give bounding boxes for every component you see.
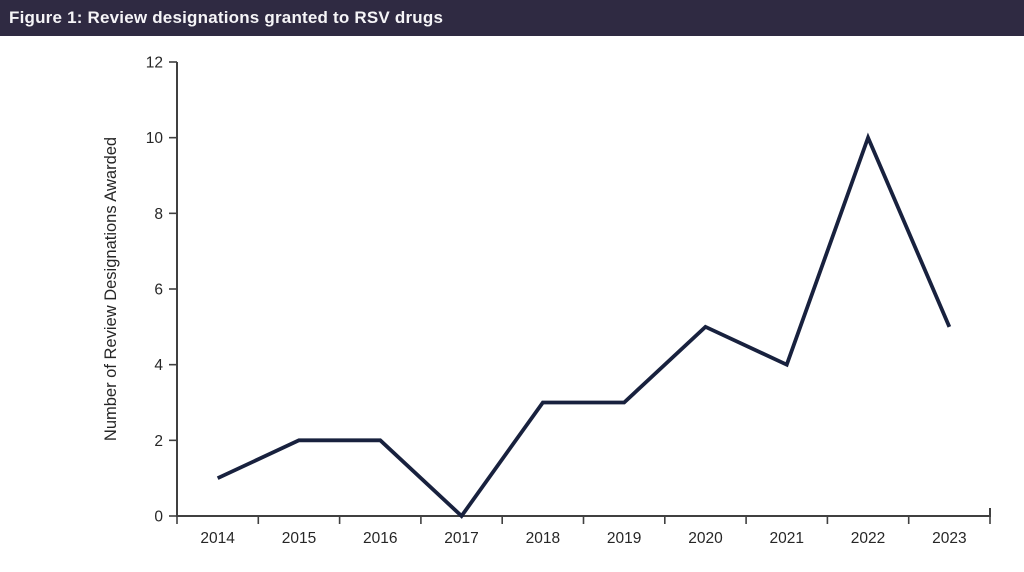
y-axis-tick-label: 8 [154,206,163,223]
x-axis-tick-label: 2018 [526,530,560,547]
x-axis-tick-label: 2014 [200,530,235,547]
x-axis-tick-label: 2017 [444,530,478,547]
y-axis-tick-label: 10 [146,130,164,147]
y-axis-tick-label: 2 [154,433,163,450]
data-series-line [216,132,952,519]
y-axis-tick-label: 0 [154,509,163,526]
x-axis-tick-label: 2021 [770,530,804,547]
y-axis-tick-label: 4 [154,357,163,374]
line-chart: 0 2 4 6 8 10 12 2014 2015 2016 2017 2018 2019 2020 202… [0,36,1024,572]
y-axis-title: Number of Review Designations Awarded [102,137,120,441]
x-axis-tick-label: 2016 [363,530,397,547]
y-axis-tick-label: 6 [154,282,163,299]
figure-title: Figure 1: Review designations granted to… [9,8,444,27]
axis-lines [176,62,991,517]
y-axis-tick-label: 12 [146,55,163,72]
figure-title-bar: Figure 1: Review designations granted to… [0,0,1024,36]
x-axis-tick-label: 2015 [282,530,316,547]
x-axis-tick-label: 2019 [607,530,641,547]
chart-svg: 0 2 4 6 8 10 12 2014 2015 2016 2017 2018 2019 2020 202… [102,55,991,547]
x-axis-tick-label: 2022 [851,530,885,547]
x-axis-tick-label: 2023 [932,530,966,547]
x-axis-tick-label: 2020 [688,530,723,547]
